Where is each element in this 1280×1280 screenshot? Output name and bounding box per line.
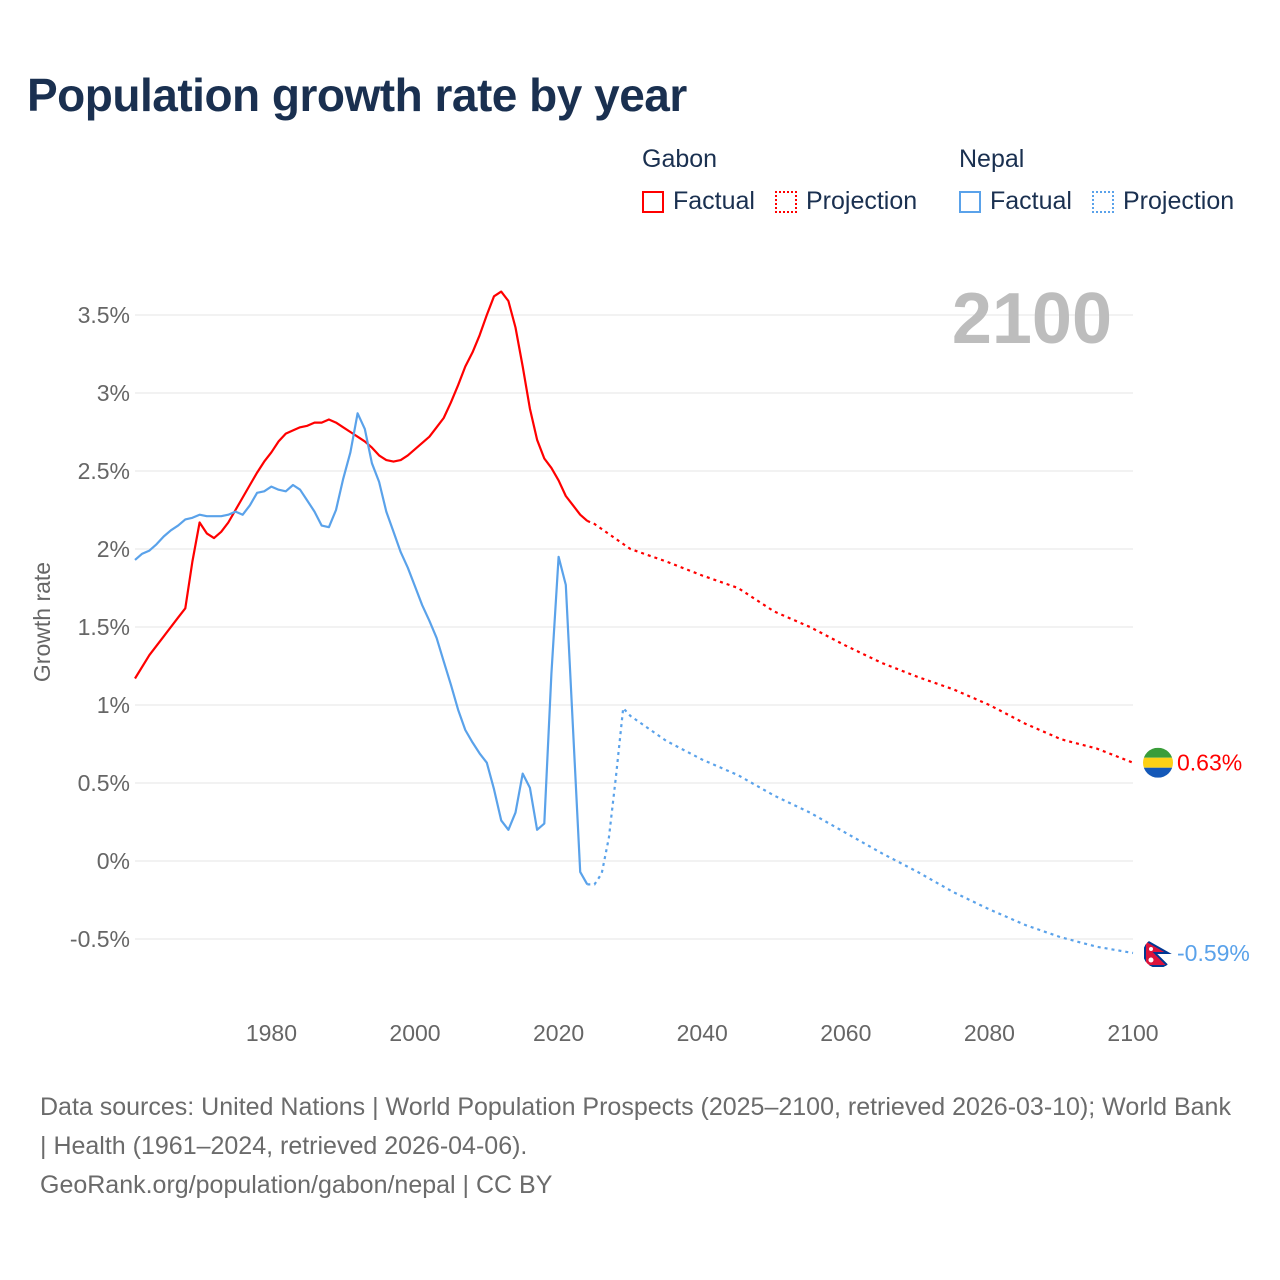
gabon-end-value-label: 0.63% — [1177, 750, 1242, 776]
x-tick-label: 2020 — [533, 1020, 584, 1046]
y-tick-label: 3% — [97, 380, 130, 406]
nepal-flag-icon — [1143, 938, 1173, 969]
solid-swatch-icon — [642, 190, 664, 213]
nepal-end-value-label: -0.59% — [1177, 940, 1250, 966]
y-tick-label: 3.5% — [78, 302, 130, 328]
legend-label: Factual — [990, 187, 1072, 215]
dotted-swatch-icon — [775, 190, 797, 213]
year-overlay: 2100 — [952, 279, 1112, 359]
footer: Data sources: United Nations | World Pop… — [40, 1088, 1240, 1205]
dotted-swatch-icon — [1092, 190, 1114, 213]
x-tick-label: 1980 — [246, 1020, 297, 1046]
x-tick-label: 2000 — [389, 1020, 440, 1046]
series-lines — [134, 290, 1134, 955]
solid-swatch-icon — [959, 190, 981, 213]
y-tick-label: 1.5% — [78, 614, 130, 640]
legend-nepal-projection[interactable]: Projection — [1092, 187, 1234, 216]
x-tick-label: 2040 — [677, 1020, 728, 1046]
nepal-factual-line — [134, 412, 589, 885]
legend-label: Projection — [806, 187, 918, 215]
gabon-flag-icon — [1143, 747, 1173, 778]
y-tick-label: -0.5% — [70, 926, 130, 952]
y-tick-label: 0.5% — [78, 770, 130, 796]
legend-group-nepal: Nepal — [959, 145, 1025, 173]
y-tick-label: 2.5% — [78, 458, 130, 484]
y-tick-label: 2% — [97, 536, 130, 562]
x-tick-label: 2100 — [1107, 1020, 1158, 1046]
y-axis-label: Growth rate — [29, 562, 55, 682]
credit-link[interactable]: GeoRank.org/population/gabon/nepal | CC … — [40, 1171, 553, 1199]
data-sources: Data sources: United Nations | World Pop… — [40, 1093, 1231, 1160]
chart-title: Population growth rate by year — [27, 69, 687, 121]
legend-nepal-factual[interactable]: Factual — [959, 187, 1072, 216]
legend-gabon-factual[interactable]: Factual — [642, 187, 755, 216]
gabon-factual-line — [134, 290, 589, 680]
y-axis-ticks: -0.5% 0% 0.5% 1% 1.5% 2% 2.5% 3% 3.5% — [70, 302, 130, 952]
legend-gabon-projection[interactable]: Projection — [775, 187, 917, 216]
x-tick-label: 2080 — [964, 1020, 1015, 1046]
legend-label: Factual — [673, 187, 755, 215]
legend-label: Projection — [1123, 187, 1235, 215]
gabon-projection-line — [586, 519, 1134, 764]
x-axis-ticks: 1980 2000 2020 2040 2060 2080 2100 — [246, 1020, 1159, 1046]
x-tick-label: 2060 — [820, 1020, 871, 1046]
y-tick-label: 0% — [97, 848, 130, 874]
nepal-projection-line — [587, 705, 1134, 955]
series-end-markers: 0.63% -0.59% — [1143, 747, 1250, 969]
legend-group-gabon: Gabon — [642, 145, 718, 173]
line-chart: -0.5% 0% 0.5% 1% 1.5% 2% 2.5% 3% 3.5% 1980 2000 20… — [29, 279, 1250, 1046]
grid-lines — [135, 314, 1133, 940]
y-tick-label: 1% — [97, 692, 130, 718]
